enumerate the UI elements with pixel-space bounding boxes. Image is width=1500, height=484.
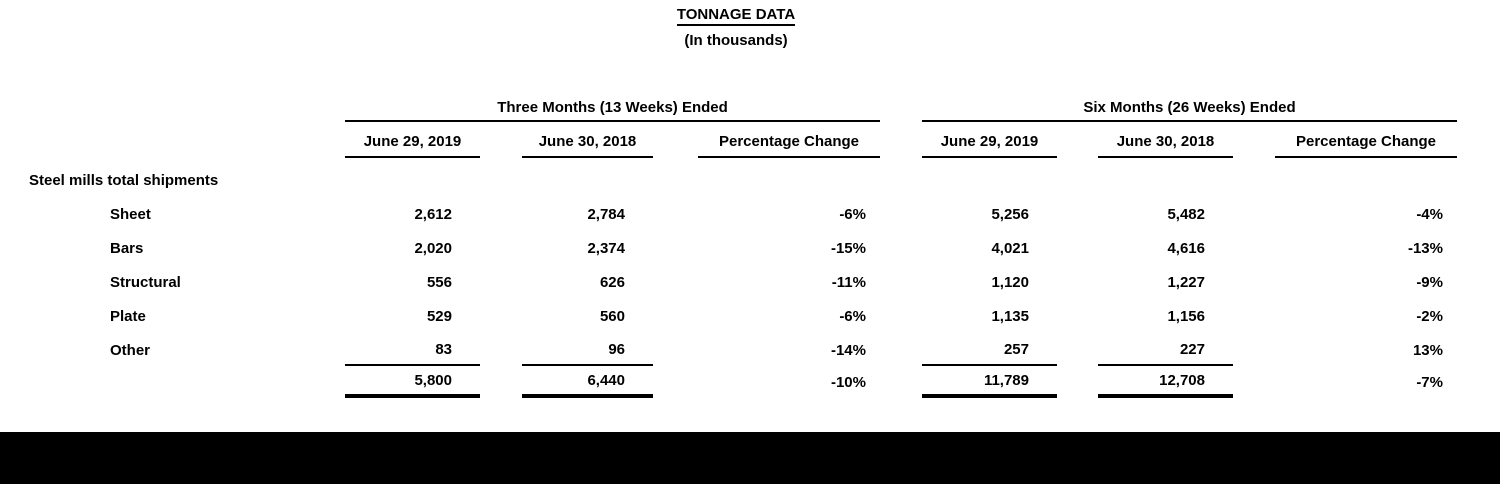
value-three-2019: 83: [345, 335, 480, 366]
value-three-2019: 556: [426, 274, 452, 291]
value-three-2018: 96: [522, 335, 653, 366]
column-header-row: June 29, 2019 June 30, 2018 Percentage C…: [0, 122, 1457, 158]
value-six-2018: 4,616: [1167, 240, 1205, 257]
row-label: Sheet: [110, 206, 151, 223]
value-three-pct: -15%: [830, 240, 866, 257]
page-title: TONNAGE DATA: [676, 6, 796, 26]
section-label: Steel mills total shipments: [29, 171, 219, 189]
tonnage-table: Three Months (13 Weeks) Ended Six Months…: [0, 96, 1457, 398]
value-three-pct: -11%: [831, 274, 866, 291]
total-three-2018: 6,440: [522, 366, 653, 398]
table-row-structural: Structural 556 626 -11% 1,120 1,227 -9%: [0, 264, 1457, 298]
total-three-2019: 5,800: [345, 366, 480, 398]
value-three-2018: 2,374: [587, 240, 625, 257]
table-row-plate: Plate 529 560 -6% 1,135 1,156 -2%: [0, 298, 1457, 332]
group-header-six-months: Six Months (26 Weeks) Ended: [922, 96, 1457, 122]
value-three-pct: -6%: [839, 206, 866, 223]
value-three-2018: 560: [599, 308, 625, 325]
value-six-2018: 5,482: [1167, 206, 1205, 223]
value-six-2018: 227: [1098, 335, 1233, 366]
value-six-2019: 1,135: [991, 308, 1029, 325]
page-subtitle: (In thousands): [684, 32, 788, 49]
value-six-2018: 1,227: [1167, 274, 1205, 291]
total-six-2018: 12,708: [1098, 366, 1233, 398]
title-area: TONNAGE DATA (In thousands): [0, 6, 1472, 49]
total-six-2019: 11,789: [922, 366, 1057, 398]
value-three-2019: 2,020: [414, 240, 452, 257]
group-header-row: Three Months (13 Weeks) Ended Six Months…: [0, 96, 1457, 122]
table-row-other: Other 83 96 -14% 257 227 13%: [0, 332, 1457, 366]
value-six-pct: -13%: [1407, 240, 1443, 257]
value-six-2019: 5,256: [991, 206, 1029, 223]
value-six-pct: -4%: [1416, 206, 1443, 223]
value-three-2018: 626: [599, 274, 625, 291]
col-header-three-pct: Percentage Change: [698, 122, 880, 158]
col-header-three-2018: June 30, 2018: [522, 122, 653, 158]
group-header-three-months: Three Months (13 Weeks) Ended: [345, 96, 880, 122]
row-label: Structural: [110, 274, 181, 291]
value-six-2018: 1,156: [1167, 308, 1205, 325]
value-three-2019: 529: [426, 308, 452, 325]
row-label: Other: [110, 342, 151, 359]
section-header-row: Steel mills total shipments: [0, 158, 1457, 196]
col-header-six-2019: June 29, 2019: [922, 122, 1057, 158]
value-three-pct: -6%: [839, 308, 866, 325]
col-header-six-pct: Percentage Change: [1275, 122, 1457, 158]
total-six-pct: -7%: [1416, 373, 1443, 391]
row-label: Bars: [110, 240, 144, 257]
value-three-pct: -14%: [830, 342, 866, 359]
value-six-pct: 13%: [1412, 342, 1443, 359]
value-six-2019: 1,120: [991, 274, 1029, 291]
value-six-pct: -2%: [1416, 308, 1443, 325]
value-three-2018: 2,784: [587, 206, 625, 223]
col-header-six-2018: June 30, 2018: [1098, 122, 1233, 158]
col-header-three-2019: June 29, 2019: [345, 122, 480, 158]
value-six-pct: -9%: [1416, 274, 1443, 291]
row-label: Plate: [110, 308, 146, 325]
value-six-2019: 257: [922, 335, 1057, 366]
total-three-pct: -10%: [830, 373, 866, 391]
table-row-bars: Bars 2,020 2,374 -15% 4,021 4,616 -13%: [0, 230, 1457, 264]
value-six-2019: 4,021: [991, 240, 1029, 257]
footer-black-bar: [0, 432, 1500, 484]
table-row-sheet: Sheet 2,612 2,784 -6% 5,256 5,482 -4%: [0, 196, 1457, 230]
table-row-total: 5,800 6,440 -10% 11,789 12,708 -7%: [0, 366, 1457, 398]
value-three-2019: 2,612: [414, 206, 452, 223]
